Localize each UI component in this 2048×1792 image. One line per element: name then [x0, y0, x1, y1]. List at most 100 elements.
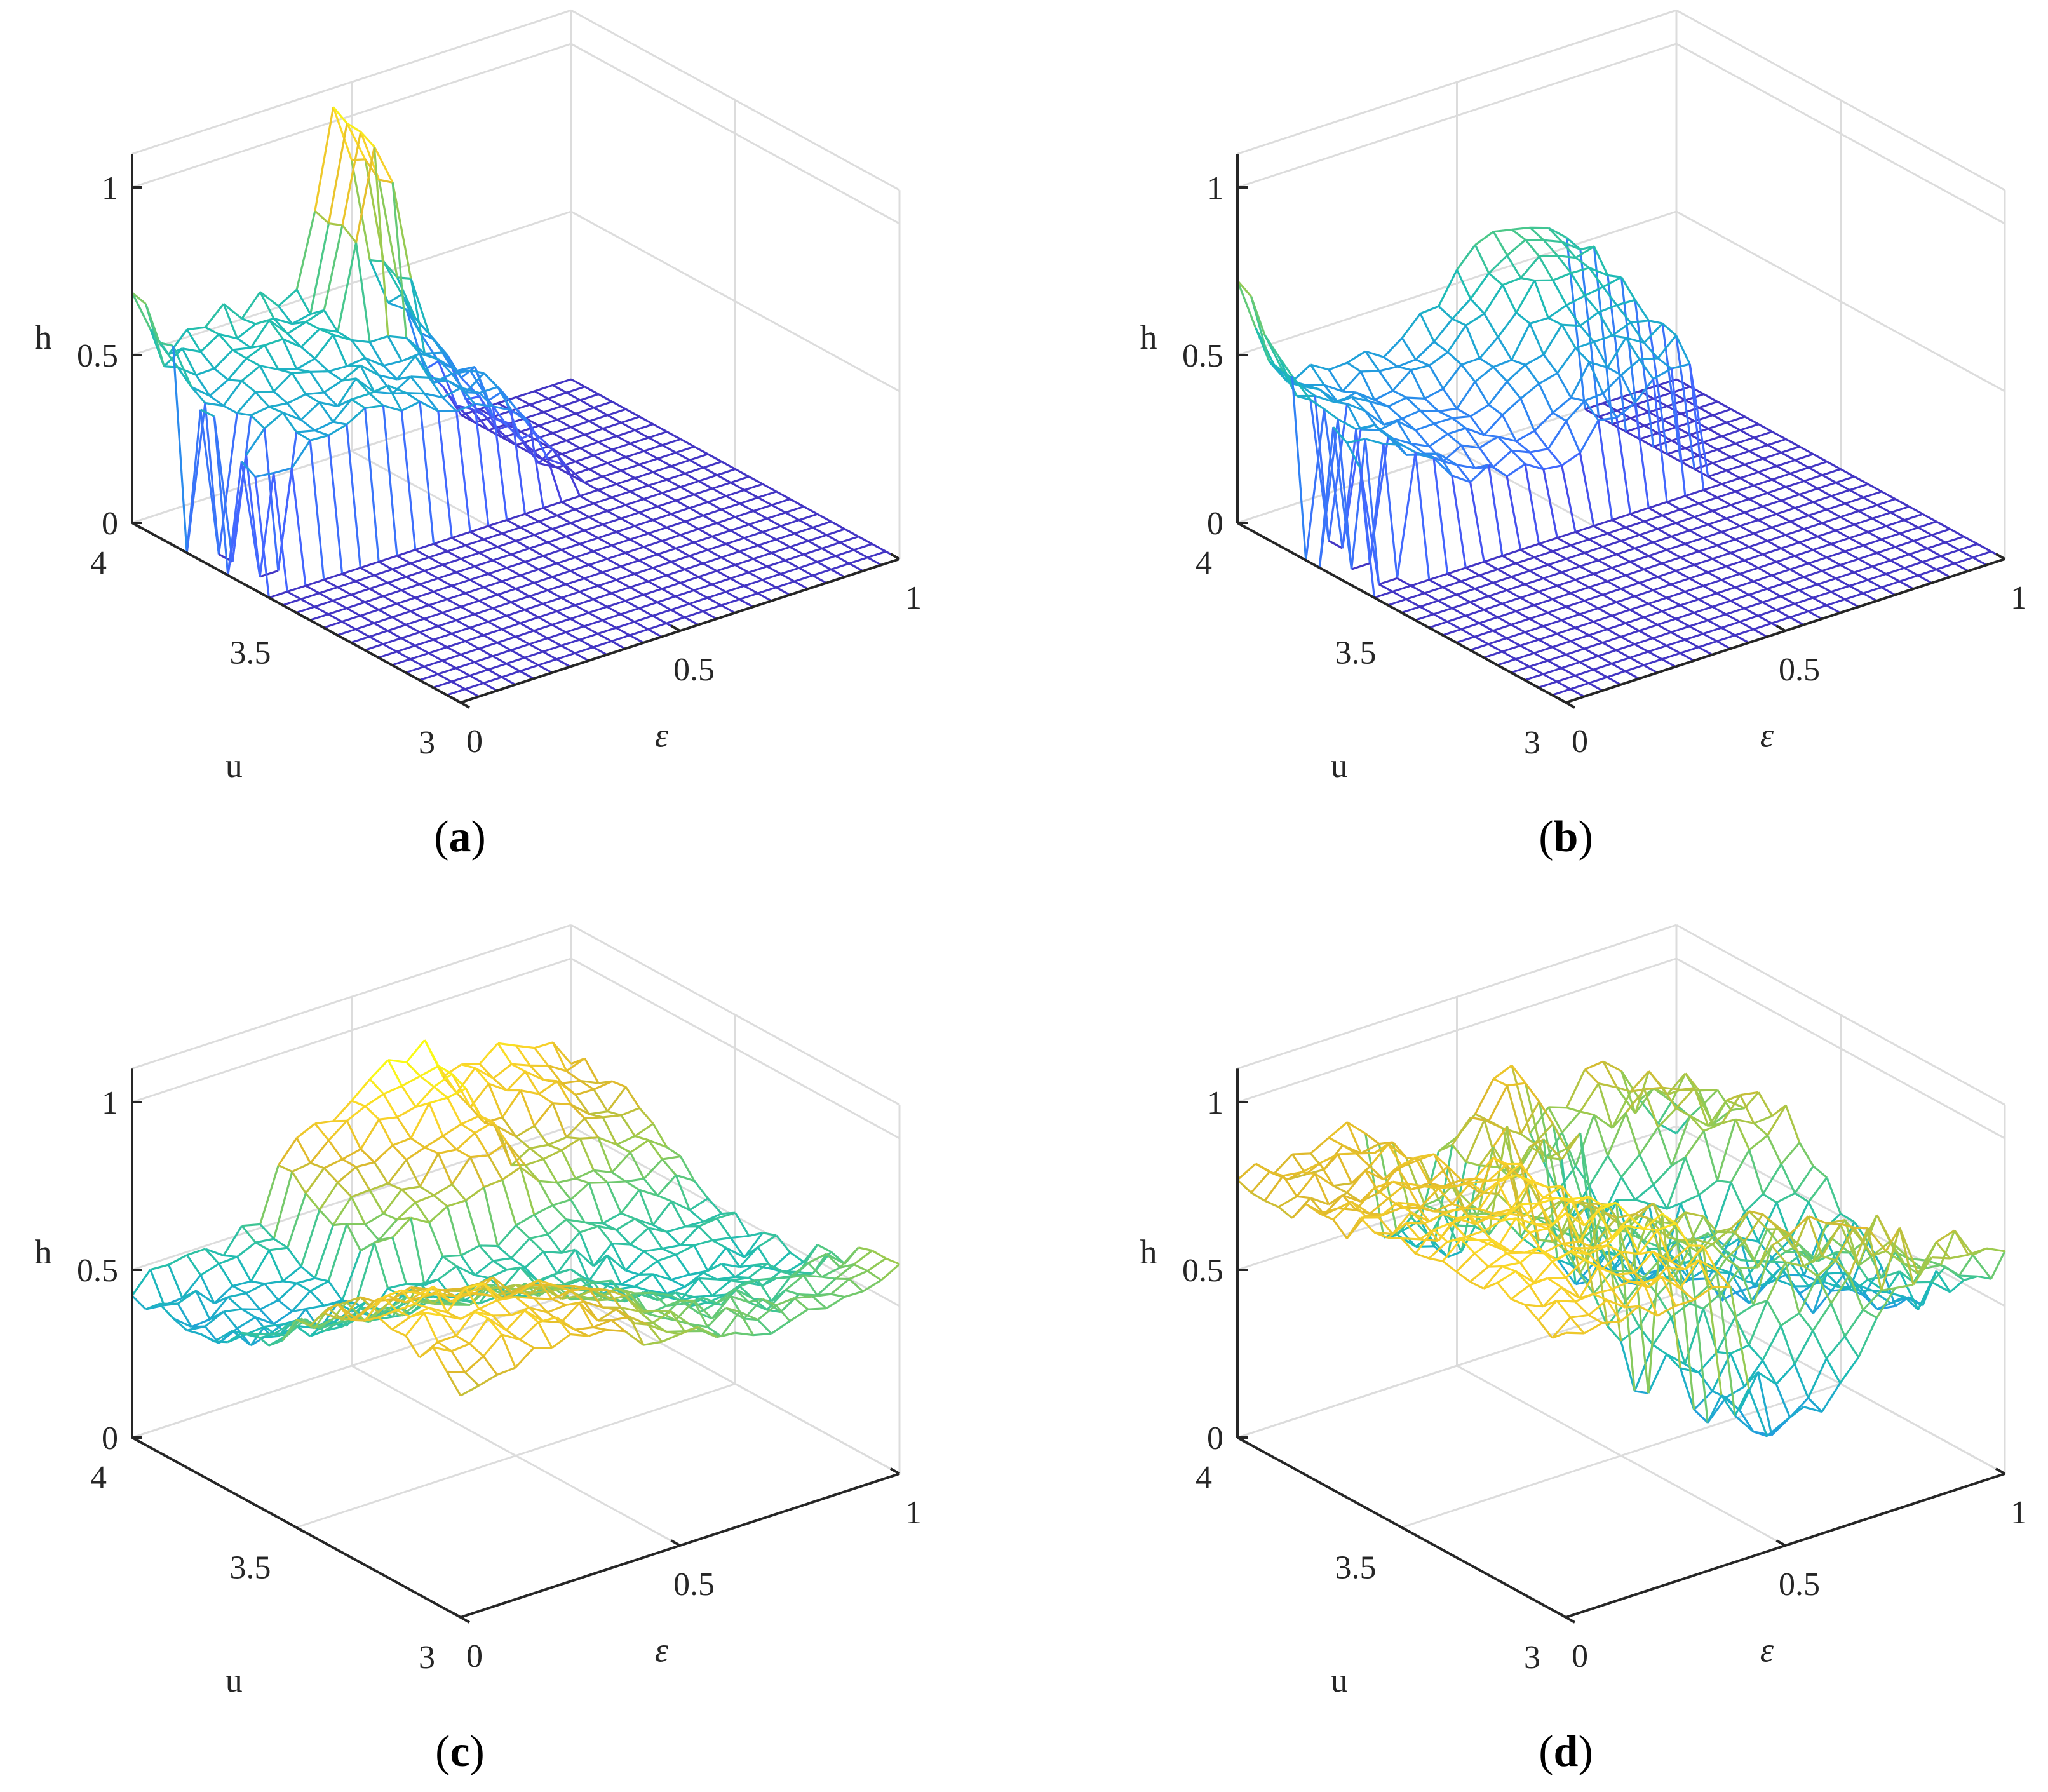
mesh-edge [1675, 612, 1695, 620]
mesh-edge [565, 625, 584, 633]
mesh-edge [1689, 1115, 1705, 1132]
mesh-edge [1940, 1264, 1960, 1277]
mesh-edge [551, 1103, 568, 1138]
mesh-edge [606, 1254, 626, 1272]
mesh-edge [1784, 1262, 1800, 1314]
mesh-edge [630, 484, 649, 493]
mesh-edge [1721, 1231, 1737, 1249]
mesh-edge [497, 1042, 516, 1047]
mesh-edge [588, 605, 608, 614]
mesh-edge [1520, 591, 1539, 599]
mesh-edge [670, 561, 685, 570]
mesh-edge [739, 1279, 758, 1288]
mesh-edge [506, 560, 525, 569]
mesh-edge [565, 631, 581, 641]
mesh-edge [1406, 1182, 1425, 1188]
mesh-edge [730, 482, 745, 491]
y-tick-label: 3.5 [1335, 1550, 1377, 1586]
mesh-edge [1753, 478, 1773, 487]
mesh-edge [1451, 1222, 1467, 1238]
mesh-edge [1447, 567, 1466, 575]
mesh-edge [415, 1102, 430, 1108]
mesh-edge [1410, 584, 1425, 595]
mesh-edge [332, 398, 353, 423]
mesh-edge [433, 1073, 453, 1088]
mesh-edge [497, 429, 517, 446]
y-tick-label: 4 [90, 1460, 107, 1496]
mesh-edge [739, 550, 754, 560]
mesh-edge [675, 541, 694, 549]
mesh-edge [419, 1075, 435, 1088]
mesh-edge [1602, 393, 1618, 419]
mesh-edge [1419, 313, 1435, 342]
mesh-edge [1552, 550, 1567, 560]
mesh-edge [872, 543, 887, 553]
mesh-edge [1675, 563, 1695, 572]
mesh-edge [562, 1079, 581, 1084]
mesh-edge [497, 588, 516, 596]
mesh-edge [1593, 567, 1612, 575]
mesh-edge [734, 509, 754, 518]
mesh-edge [309, 223, 330, 314]
mesh-edge [1602, 1176, 1622, 1216]
mesh-edge [510, 1237, 530, 1259]
mesh-edge [1634, 403, 1650, 414]
mesh-edge [1575, 1262, 1595, 1285]
mesh-edge [1556, 1299, 1575, 1303]
mesh-edge [186, 1329, 201, 1335]
mesh-edge [534, 1297, 553, 1300]
mesh-edge [1378, 1166, 1398, 1194]
mesh-edge [624, 1295, 640, 1312]
mesh-edge [616, 429, 635, 438]
mesh-edge [1378, 370, 1394, 391]
mesh-edge [446, 646, 461, 656]
mesh-edge [694, 1295, 713, 1298]
mesh-edge [1570, 688, 1585, 697]
mesh-edge [1725, 613, 1741, 623]
mesh-edge [314, 1225, 335, 1279]
mesh-edge [1730, 504, 1746, 514]
mesh-edge [621, 421, 636, 431]
mesh-edge [1702, 633, 1718, 642]
mesh-edge [1648, 549, 1667, 557]
mesh-edge [195, 374, 211, 397]
mesh-edge [223, 1308, 242, 1313]
mesh-edge [1922, 561, 1937, 570]
mesh-edge [1615, 649, 1631, 659]
mesh-edge [414, 638, 434, 647]
mesh-edge [1396, 452, 1417, 579]
mesh-edge [478, 593, 498, 602]
mesh-edge [1524, 1138, 1545, 1174]
mesh-edge [1575, 347, 1591, 363]
mesh-edge [1953, 1230, 1969, 1256]
mesh-edge [469, 668, 488, 677]
x-tick [1556, 696, 1566, 704]
mesh-edge [1657, 1294, 1673, 1318]
mesh-edge [1547, 227, 1568, 239]
mesh-edge [1680, 646, 1699, 654]
mesh-edge [1812, 596, 1828, 607]
mesh-edge [1620, 630, 1640, 638]
mesh-edge [652, 519, 668, 529]
mesh-edge [542, 501, 562, 509]
mesh-edge [332, 1100, 353, 1122]
mesh-edge [1662, 419, 1677, 428]
mesh-edge [401, 1189, 417, 1203]
mesh-edge [396, 375, 412, 381]
x-tick-label: 0.5 [1779, 652, 1820, 688]
mesh-edge [405, 392, 421, 403]
mesh-edge [575, 502, 594, 511]
mesh-edge [1620, 374, 1636, 403]
mesh-edge [1917, 568, 1937, 577]
mesh-edge [410, 1217, 426, 1286]
mesh-edge [1584, 1068, 1600, 1084]
mesh-edge [1876, 504, 1892, 514]
mesh-edge [538, 610, 557, 619]
mesh-edge [1528, 1284, 1544, 1307]
mesh-edge [1794, 1286, 1814, 1314]
mesh-edge [269, 402, 288, 408]
mesh-edge [529, 595, 544, 605]
mesh-edge [300, 1209, 321, 1267]
mesh-edge [716, 563, 736, 572]
grid-line [570, 957, 900, 1140]
